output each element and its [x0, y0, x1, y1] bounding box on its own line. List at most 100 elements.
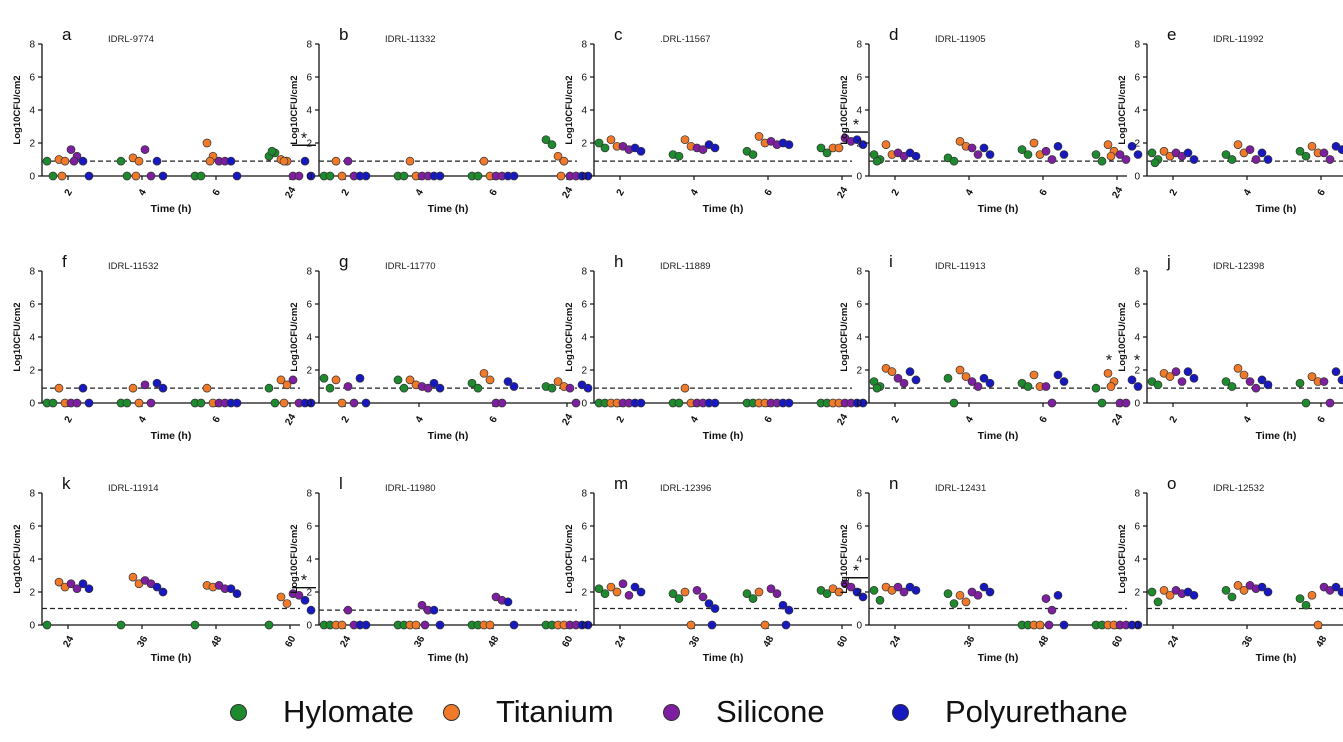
- y-tick-label: 4: [1134, 555, 1140, 566]
- panel-letter: h: [614, 252, 623, 271]
- data-point-titanium: [131, 171, 141, 181]
- data-point-titanium: [1029, 138, 1039, 148]
- data-point-hylomate: [748, 150, 758, 159]
- data-point-polyurethane: [1133, 620, 1143, 630]
- data-point-polyurethane: [636, 587, 646, 597]
- legend-item-polyurethane: Polyurethane: [892, 690, 1128, 734]
- data-point-hylomate: [600, 589, 610, 599]
- data-point-titanium: [202, 383, 212, 393]
- data-point-hylomate: [325, 383, 335, 393]
- x-tick-label: 6: [1316, 414, 1329, 425]
- y-tick-label: 8: [581, 489, 587, 500]
- data-point-silicone: [343, 156, 353, 166]
- x-tick-label: 24: [835, 412, 850, 428]
- x-tick-label: 2: [340, 187, 353, 198]
- y-tick-label: 4: [306, 333, 312, 344]
- data-point-titanium: [961, 597, 971, 607]
- data-point-titanium: [686, 620, 696, 630]
- data-point-polyurethane: [361, 398, 371, 408]
- x-axis-label: Time (h): [703, 430, 744, 442]
- x-tick-label: 4: [689, 414, 702, 425]
- y-tick-label: 2: [306, 588, 312, 599]
- y-axis-label: Log10CFU/cm2: [1117, 302, 1128, 371]
- data-point-polyurethane: [1263, 155, 1273, 164]
- x-tick-label: 2: [63, 187, 76, 198]
- data-point-silicone: [1047, 398, 1057, 408]
- data-point-titanium: [128, 572, 138, 582]
- data-point-polyurethane: [78, 156, 88, 166]
- panel-letter: f: [62, 252, 67, 271]
- y-tick-label: 2: [306, 366, 312, 377]
- x-tick-label: 6: [488, 414, 501, 425]
- panel-letter: m: [614, 474, 628, 493]
- data-point-silicone: [343, 382, 353, 391]
- data-point-polyurethane: [435, 171, 445, 181]
- y-tick-label: 6: [581, 73, 587, 84]
- data-point-hylomate: [872, 156, 882, 166]
- data-point-silicone: [766, 584, 776, 594]
- x-tick-label: 6: [1038, 414, 1051, 425]
- x-tick-label: 6: [211, 414, 224, 425]
- panel-letter: e: [1167, 25, 1176, 44]
- y-tick-label: 0: [581, 621, 587, 632]
- legend-label-silicone: Silicone: [716, 694, 825, 729]
- y-axis-label: Log10CFU/cm2: [839, 302, 850, 371]
- legend: Hylomate Titanium Silicone Polyurethane: [0, 690, 1343, 734]
- data-point-polyurethane: [636, 398, 646, 408]
- data-point-hylomate: [1227, 592, 1237, 602]
- x-axis-label: Time (h): [428, 652, 469, 664]
- data-point-polyurethane: [911, 151, 921, 161]
- x-axis-label: Time (h): [703, 203, 744, 215]
- y-tick-label: 2: [306, 139, 312, 150]
- x-tick-label: 6: [763, 187, 776, 198]
- data-point-polyurethane: [1337, 587, 1343, 597]
- panel-title: IDRL-11905: [935, 34, 986, 45]
- data-point-polyurethane: [979, 143, 989, 153]
- x-tick-label: 6: [211, 187, 224, 198]
- data-point-polyurethane: [630, 582, 640, 592]
- y-tick-label: 4: [306, 106, 312, 117]
- legend-marker-silicone: [663, 703, 680, 721]
- data-point-titanium: [337, 171, 347, 181]
- data-point-silicone: [294, 590, 304, 600]
- data-point-polyurethane: [84, 398, 94, 408]
- data-point-polyurethane: [1331, 582, 1341, 592]
- x-tick-label: 2: [340, 414, 353, 425]
- data-point-titanium: [134, 156, 144, 166]
- data-point-hylomate: [196, 398, 206, 408]
- data-point-polyurethane: [985, 378, 995, 388]
- y-tick-label: 6: [856, 522, 862, 533]
- data-point-polyurethane: [1059, 150, 1069, 159]
- data-point-silicone: [618, 579, 628, 589]
- data-point-silicone: [846, 582, 856, 592]
- data-point-titanium: [1313, 620, 1323, 630]
- y-tick-label: 8: [306, 489, 312, 500]
- data-point-polyurethane: [306, 605, 316, 615]
- y-tick-label: 0: [306, 399, 312, 410]
- panel-letter: a: [62, 25, 72, 44]
- data-point-hylomate: [122, 398, 132, 408]
- data-point-titanium: [553, 377, 563, 386]
- data-point-hylomate: [869, 585, 879, 595]
- data-point-polyurethane: [636, 146, 646, 156]
- data-point-hylomate: [674, 151, 684, 161]
- data-point-hylomate: [116, 620, 126, 630]
- x-tick-label: 24: [613, 634, 628, 650]
- data-point-polyurethane: [78, 579, 88, 589]
- data-point-hylomate: [1097, 156, 1107, 166]
- panel-title: IDRL-12396: [660, 483, 711, 494]
- data-point-silicone: [1319, 148, 1329, 158]
- data-point-silicone: [349, 398, 359, 408]
- data-point-titanium: [1035, 620, 1045, 630]
- data-point-silicone: [893, 582, 903, 592]
- data-point-titanium: [680, 135, 690, 145]
- data-point-hylomate: [319, 373, 329, 383]
- x-tick-label: 4: [414, 414, 427, 425]
- data-point-silicone: [1041, 594, 1051, 603]
- y-tick-label: 4: [581, 106, 587, 117]
- data-point-hylomate: [270, 398, 280, 408]
- data-point-silicone: [69, 156, 79, 166]
